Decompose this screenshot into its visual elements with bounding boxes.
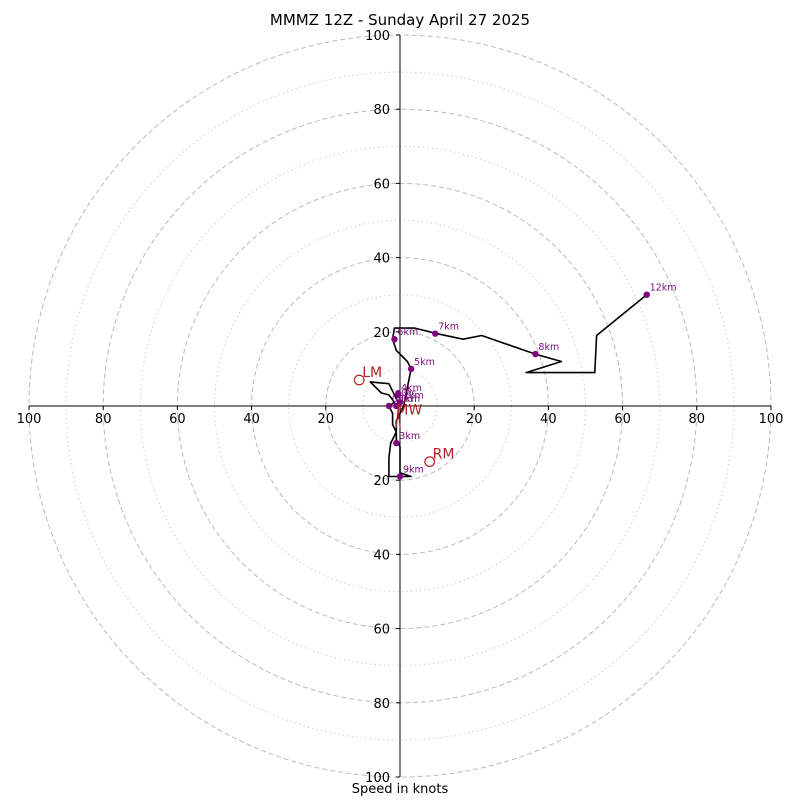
x-axis-label: Speed in knots: [351, 782, 449, 797]
x-tick-label: 20: [466, 412, 483, 427]
x-tick-label: 80: [689, 412, 706, 427]
storm-motion-marker: [424, 456, 436, 468]
y-tick-label: 80: [373, 697, 390, 712]
height-marker-label: 12km: [650, 283, 677, 294]
height-marker-label: 3km: [399, 431, 420, 442]
x-tick-label: 100: [17, 412, 42, 427]
chart-title: MMMZ 12Z - Sunday April 27 2025: [269, 11, 531, 29]
height-marker-label: 0km: [392, 394, 413, 405]
mean-wind-label: MW: [396, 402, 422, 418]
y-tick-label: 20: [373, 474, 390, 489]
mean-wind-vector: [395, 409, 399, 428]
height-marker-label: 5km: [414, 357, 435, 368]
height-marker-label: 6km: [397, 327, 418, 338]
storm-motion-marker: [353, 374, 365, 386]
height-marker: [643, 291, 650, 298]
x-tick-label: 60: [169, 412, 186, 427]
y-tick-label: 20: [373, 326, 390, 341]
y-tick-label: 100: [365, 771, 390, 786]
y-tick-label: 60: [373, 623, 390, 638]
x-tick-label: 20: [318, 412, 335, 427]
x-tick-label: 100: [759, 412, 784, 427]
mean-wind-vector: [397, 409, 401, 428]
critical-angle-dot: [395, 390, 402, 397]
hodograph-trace: [369, 294, 648, 478]
critical-angle-label: Crc: [401, 388, 417, 399]
x-tick-label: 60: [614, 412, 631, 427]
height-marker: [385, 402, 393, 410]
y-tick-label: 60: [373, 177, 390, 192]
y-tick-label: 40: [373, 548, 390, 563]
height-marker: [393, 439, 400, 447]
storm-motion-label: LM: [362, 365, 382, 381]
x-tick-label: 80: [95, 412, 112, 427]
y-tick-label: 40: [373, 252, 390, 267]
height-marker-label: 7km: [438, 322, 459, 333]
height-marker: [432, 330, 439, 337]
height-marker: [407, 365, 415, 373]
height-marker-label: 4km: [401, 383, 422, 394]
height-marker-label: 9km: [403, 464, 424, 475]
x-tick-label: 40: [540, 412, 557, 427]
height-marker: [391, 336, 398, 343]
height-marker: [532, 350, 539, 358]
height-marker-label: 2km: [403, 390, 424, 401]
height-marker-label: 1km: [399, 394, 420, 405]
storm-motion-label: RM: [433, 447, 455, 463]
y-tick-label: 80: [373, 103, 390, 118]
y-tick-label: 100: [365, 29, 390, 44]
height-marker: [396, 399, 404, 406]
height-marker-label: 8km: [538, 342, 559, 353]
height-marker: [396, 473, 404, 480]
x-tick-label: 40: [243, 412, 260, 427]
